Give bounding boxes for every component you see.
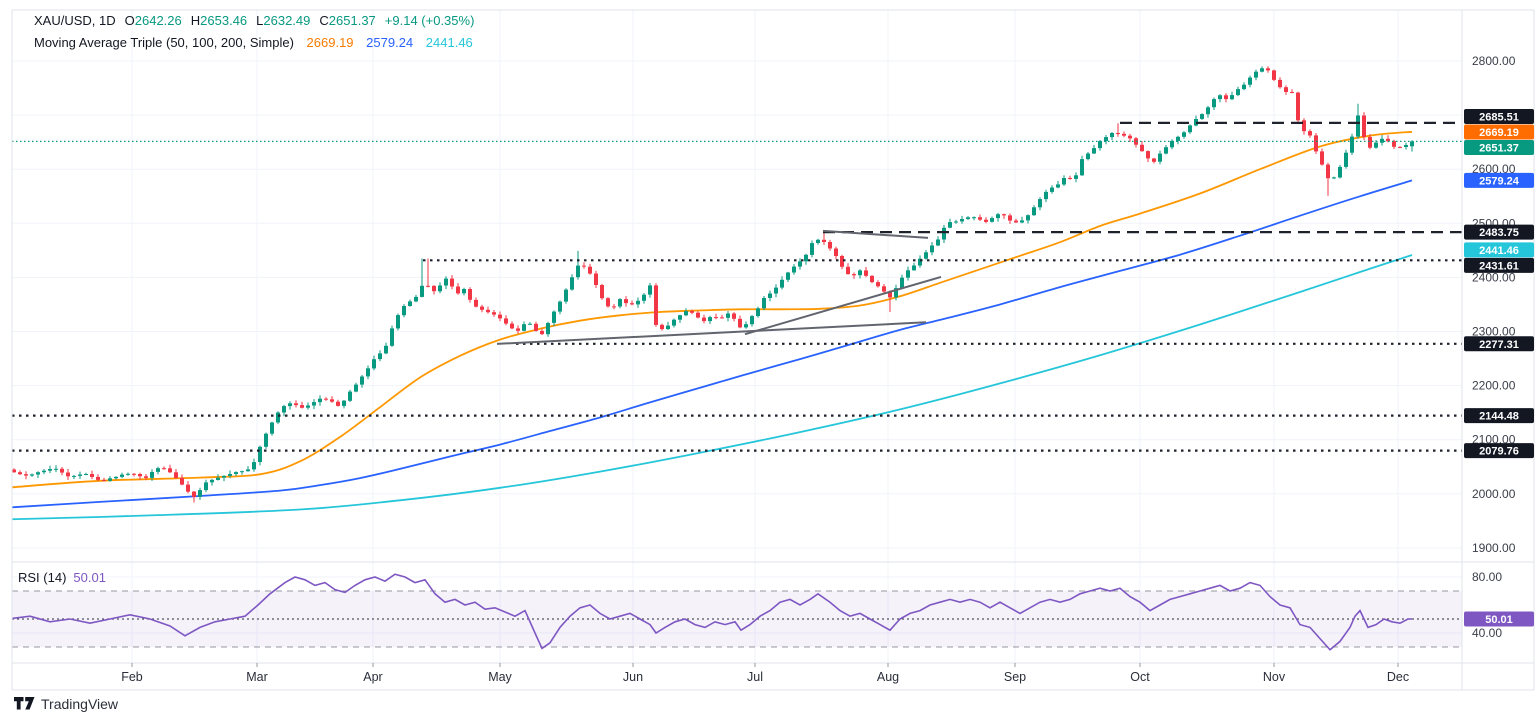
axis-badge (1464, 242, 1534, 258)
svg-text:2669.19: 2669.19 (1479, 127, 1519, 139)
pane-separators (11, 9, 1535, 691)
svg-text:Jul: Jul (747, 670, 763, 684)
svg-text:2651.37: 2651.37 (1479, 143, 1519, 155)
svg-text:2400.00: 2400.00 (1472, 270, 1516, 284)
svg-text:2483.75: 2483.75 (1479, 227, 1519, 239)
svg-text:40.00: 40.00 (1472, 626, 1502, 640)
axis-badge (1464, 109, 1534, 124)
axis-badge (1464, 124, 1534, 140)
axis-badge (1464, 336, 1534, 352)
ohlc-high: H2653.46 (190, 13, 248, 28)
moving-average-lines (12, 130, 1413, 521)
grid-lines (12, 10, 1462, 663)
ohlc-low: L2632.49 (256, 13, 311, 28)
svg-text:2600.00: 2600.00 (1472, 162, 1516, 176)
svg-text:2144.48: 2144.48 (1479, 411, 1519, 423)
svg-text:2079.76: 2079.76 (1479, 446, 1519, 458)
rsi-indicator-label: RSI (14) (18, 570, 67, 585)
svg-text:2000.00: 2000.00 (1472, 487, 1516, 501)
ma-indicator-label: Moving Average Triple (50, 100, 200, Sim… (34, 35, 294, 50)
axis-badge (1464, 257, 1534, 273)
svg-text:2579.24: 2579.24 (1479, 175, 1520, 187)
axis-badge (1464, 224, 1534, 240)
ma100-value: 2579.24 (366, 35, 414, 50)
svg-text:80.00: 80.00 (1472, 570, 1502, 584)
svg-text:Sep: Sep (1004, 670, 1026, 684)
ma200-value: 2441.46 (425, 35, 473, 50)
axis-badge (1464, 172, 1534, 188)
svg-text:2431.61: 2431.61 (1479, 260, 1519, 272)
svg-text:Dec: Dec (1387, 670, 1409, 684)
svg-text:Apr: Apr (363, 670, 382, 684)
axis-badge (1464, 611, 1534, 627)
price-level-lines[interactable] (12, 121, 1462, 452)
axis-badge (1464, 140, 1534, 155)
ma200-line (12, 254, 1413, 521)
rsi-legend-row: RSI (14) 50.01 (18, 570, 106, 585)
svg-text:50.01: 50.01 (1485, 614, 1513, 626)
svg-text:2300.00: 2300.00 (1472, 325, 1516, 339)
svg-text:2441.46: 2441.46 (1479, 245, 1519, 257)
svg-text:Oct: Oct (1130, 670, 1150, 684)
price-change: +9.14 (+0.35%) (384, 13, 475, 28)
ma50-value: 2669.19 (306, 35, 354, 50)
svg-text:2200.00: 2200.00 (1472, 379, 1516, 393)
ma100-line (12, 179, 1413, 509)
svg-text:2800.00: 2800.00 (1472, 54, 1516, 68)
trendlines[interactable] (496, 229, 942, 345)
time-axis[interactable]: Feb Mar Apr May Jun Jul Aug Sep Oct Nov Dec (121, 663, 1409, 684)
svg-text:Mar: Mar (246, 670, 268, 684)
svg-text:2277.31: 2277.31 (1479, 339, 1519, 351)
axis-badge (1464, 408, 1534, 424)
svg-text:2685.51: 2685.51 (1479, 112, 1519, 124)
rsi-value: 50.01 (73, 570, 106, 585)
ohlc-open: O2642.26 (124, 13, 182, 28)
symbol-name: XAU/USD, 1D (34, 13, 116, 28)
axis-badge (1464, 443, 1534, 459)
price-badges: 2685.51 2669.19 2651.37 2579.24 2483.75 2441.… (1464, 109, 1534, 627)
candlestick-series[interactable] (12, 66, 1414, 503)
tradingview-logo[interactable]: TradingView (14, 696, 118, 712)
ma-legend-row: Moving Average Triple (50, 100, 200, Sim… (34, 35, 482, 50)
tradingview-glyph-icon (14, 696, 35, 709)
rsi-line (12, 573, 1412, 651)
svg-text:Jun: Jun (623, 670, 643, 684)
svg-text:Aug: Aug (877, 670, 899, 684)
symbol-legend-row: XAU/USD, 1D O2642.26 H2653.46 L2632.49 C2651… (34, 13, 483, 28)
tradingview-brand-text: TradingView (41, 696, 119, 712)
svg-text:Feb: Feb (121, 670, 143, 684)
svg-text:1900.00: 1900.00 (1472, 541, 1516, 555)
ma50-line (12, 130, 1413, 489)
svg-text:May: May (488, 670, 512, 684)
ohlc-close: C2651.37 (319, 13, 376, 28)
svg-text:Nov: Nov (1263, 670, 1286, 684)
